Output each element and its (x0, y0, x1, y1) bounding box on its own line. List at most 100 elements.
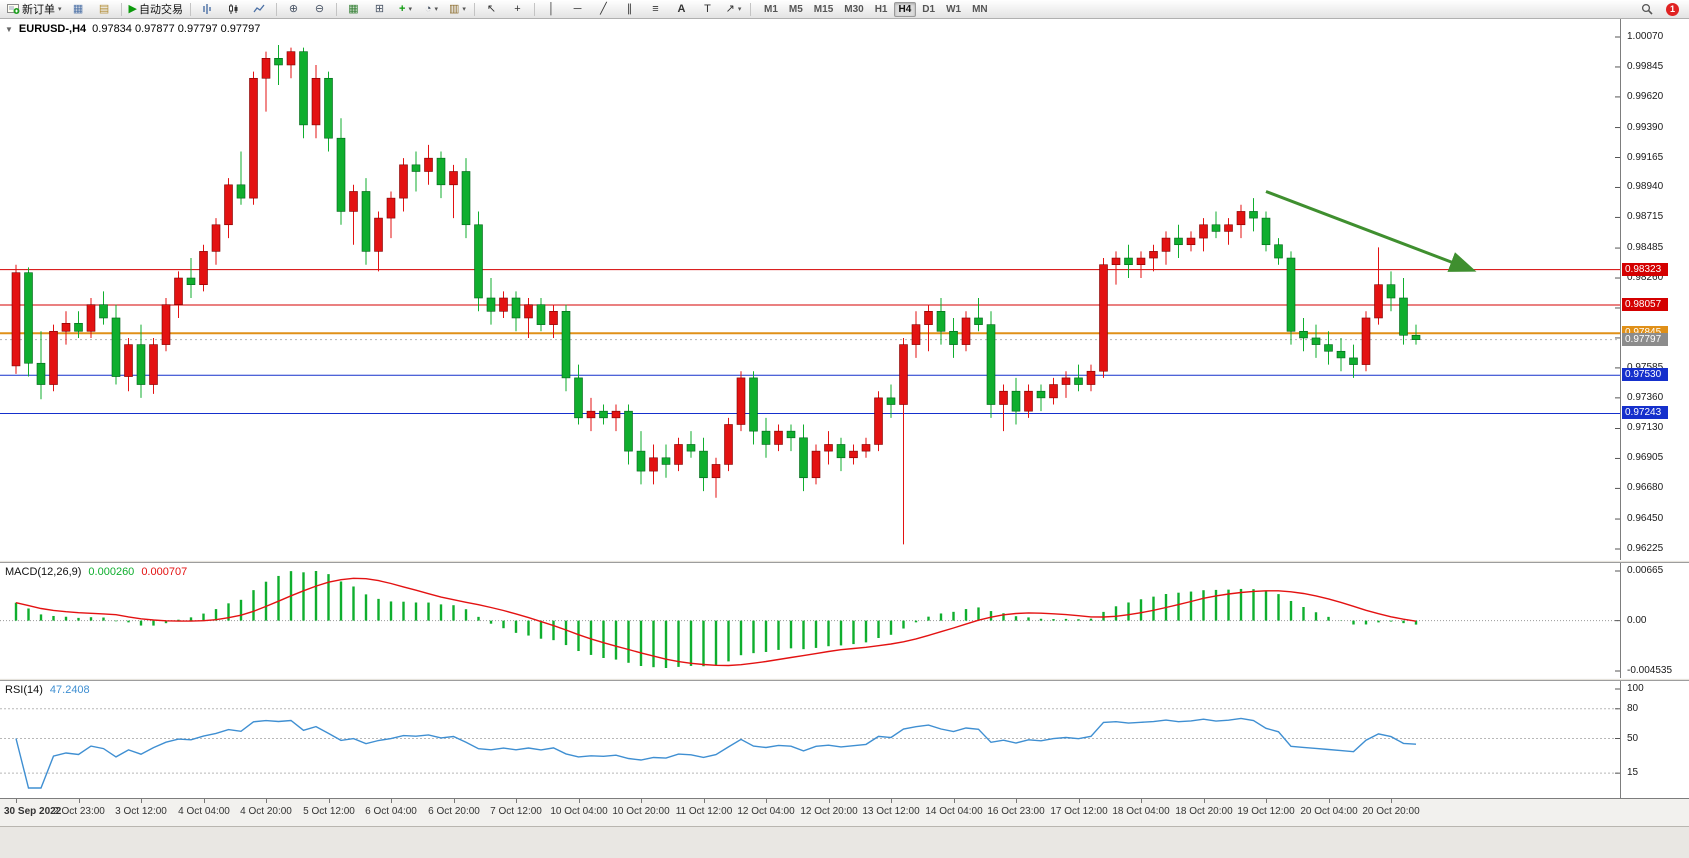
line-chart-button[interactable] (247, 0, 272, 19)
collapse-icon[interactable]: ▼ (5, 24, 13, 34)
chart-ohlc-values: 0.97834 0.97877 0.97797 0.97797 (92, 23, 261, 35)
templates-button[interactable]: ▥ ▾ (445, 0, 470, 19)
tile-windows-button[interactable]: ▦ (341, 0, 366, 19)
time-axis-tick (266, 799, 267, 803)
text-button[interactable]: A (669, 0, 694, 19)
time-axis-label: 7 Oct 12:00 (490, 806, 542, 817)
crosshair-button[interactable]: + (505, 0, 530, 19)
autotrading-button[interactable]: ▶ 自动交易 (126, 0, 186, 19)
new-order-label: 新订单 (22, 4, 55, 16)
indicators-add-icon: + (399, 2, 406, 15)
time-axis-tick (641, 799, 642, 803)
new-order-button[interactable]: 新订单 ▾ (4, 0, 65, 19)
horizontal-line-icon: ─ (573, 2, 582, 15)
trendline-button[interactable]: ╱ (591, 0, 616, 19)
timeframe-button-m5[interactable]: M5 (788, 3, 803, 15)
hline-price-tag: 0.97243 (1622, 406, 1668, 419)
arrange-button[interactable]: ⊞ (367, 0, 392, 19)
macd-value-signal: 0.000707 (141, 566, 188, 578)
toolbar: 新订单 ▾ ▦ ▤ ▶ 自动交易 ⊕ ⊖ ▦ ⊞ + ▾ ◔ ▾ ▥ ▾ ↖ + (0, 0, 1689, 19)
toolbar-separator (275, 2, 277, 16)
channel-button[interactable]: ∥ (617, 0, 642, 19)
macd-chart[interactable] (0, 563, 1620, 678)
price-axis-label: 0.99845 (1627, 61, 1664, 72)
bar-chart-icon (203, 4, 212, 14)
vertical-line-icon: │ (548, 2, 555, 15)
toolbar-separator (749, 2, 751, 16)
timeframe-button-m30[interactable]: M30 (844, 3, 864, 15)
trendline-icon: ╱ (600, 2, 607, 15)
time-axis[interactable]: 30 Sep 2022 2 Oct 23:00 3 Oct 12:00 4 Oct 0… (0, 798, 1689, 826)
timeframe-button-h1[interactable]: H1 (874, 3, 888, 15)
time-axis-label: 18 Oct 04:00 (1112, 806, 1170, 817)
cursor-button[interactable]: ↖ (479, 0, 504, 19)
price-axis-label: 0.99390 (1627, 122, 1664, 133)
vertical-line-button[interactable]: │ (539, 0, 564, 19)
rsi-pane[interactable] (0, 681, 1620, 798)
time-axis-label: 4 Oct 20:00 (240, 806, 292, 817)
time-axis-label: 20 Oct 04:00 (1300, 806, 1358, 817)
chart-windows-button[interactable]: ▦ (66, 0, 91, 19)
fibonacci-button[interactable]: ≡ (643, 0, 668, 19)
pane-splitter[interactable] (0, 678, 1689, 681)
profiles-button[interactable]: ▤ (92, 0, 117, 19)
line-chart-icon (253, 4, 265, 13)
time-axis-label: 17 Oct 12:00 (1050, 806, 1108, 817)
time-axis-label: 11 Oct 12:00 (675, 806, 733, 817)
arrows-button[interactable]: ↗ ▾ (721, 0, 746, 19)
toolbar-separator (473, 2, 475, 16)
macd-pane[interactable] (0, 563, 1620, 678)
time-axis-tick (141, 799, 142, 803)
price-axis-label: 0.99620 (1627, 91, 1664, 102)
text-label-button[interactable]: T (695, 0, 720, 19)
periods-button[interactable]: ◔ ▾ (419, 0, 444, 19)
toolbar-right-group: 1 (1635, 0, 1685, 19)
zoom-in-button[interactable]: ⊕ (281, 0, 306, 19)
price-axis-label: 0.96450 (1627, 513, 1664, 524)
candlestick-chart-button[interactable] (221, 0, 246, 19)
bar-chart-button[interactable] (195, 0, 220, 19)
candlestick-chart[interactable] (0, 22, 1620, 560)
profiles-icon: ▤ (98, 2, 110, 15)
price-axis-label: 0.96225 (1627, 543, 1664, 554)
chart-window: ▼ EURUSD-,H4 0.97834 0.97877 0.97797 0.9… (0, 19, 1689, 826)
price-axis-label: 0.96905 (1627, 452, 1664, 463)
zoom-out-icon: ⊖ (314, 2, 325, 15)
time-axis-label: 6 Oct 04:00 (365, 806, 417, 817)
price-axis[interactable]: 1.00070 0.99845 0.99620 0.99390 0.99165 0.989… (1620, 19, 1689, 798)
zoom-out-button[interactable]: ⊖ (307, 0, 332, 19)
timeframe-toolbar: M1 M5 M15 M30 H1 H4 D1 W1 MN (759, 1, 993, 17)
time-axis-label: 2 Oct 23:00 (53, 806, 105, 817)
search-button[interactable] (1635, 0, 1660, 19)
chevron-down-icon: ▾ (737, 6, 742, 13)
chart-symbol-period: EURUSD-,H4 (18, 23, 87, 35)
time-axis-tick (329, 799, 330, 803)
toolbar-separator (120, 2, 122, 16)
arrows-icon: ↗ (725, 2, 735, 15)
time-axis-label: 30 Sep 2022 (4, 806, 62, 817)
time-axis-label: 18 Oct 20:00 (1175, 806, 1233, 817)
time-axis-tick (1391, 799, 1392, 803)
price-axis-label: 0.98485 (1627, 242, 1664, 253)
time-axis-label: 20 Oct 20:00 (1362, 806, 1420, 817)
pane-splitter[interactable] (0, 560, 1689, 563)
macd-axis-label: 0.00665 (1627, 565, 1664, 576)
notification-badge[interactable]: 1 (1666, 2, 1679, 16)
rsi-chart[interactable] (0, 681, 1620, 798)
timeframe-button-mn[interactable]: MN (972, 3, 988, 15)
macd-name: MACD(12,26,9) (5, 566, 82, 578)
price-pane[interactable] (0, 22, 1620, 560)
timeframe-button-m1[interactable]: M1 (763, 3, 778, 15)
timeframe-button-w1[interactable]: W1 (946, 3, 962, 15)
hline-price-tag: 0.97530 (1622, 368, 1668, 381)
timeframe-button-h4[interactable]: H4 (893, 1, 917, 17)
timeframe-button-d1[interactable]: D1 (922, 3, 936, 15)
timeframe-button-m15[interactable]: M15 (813, 3, 834, 15)
time-axis-label: 19 Oct 12:00 (1237, 806, 1295, 817)
time-axis-tick (1016, 799, 1017, 803)
indicators-button[interactable]: + ▾ (393, 0, 418, 19)
text-label-icon: T (704, 2, 711, 15)
price-axis-label: 0.99165 (1627, 152, 1664, 163)
zoom-in-icon: ⊕ (288, 2, 299, 15)
horizontal-line-button[interactable]: ─ (565, 0, 590, 19)
